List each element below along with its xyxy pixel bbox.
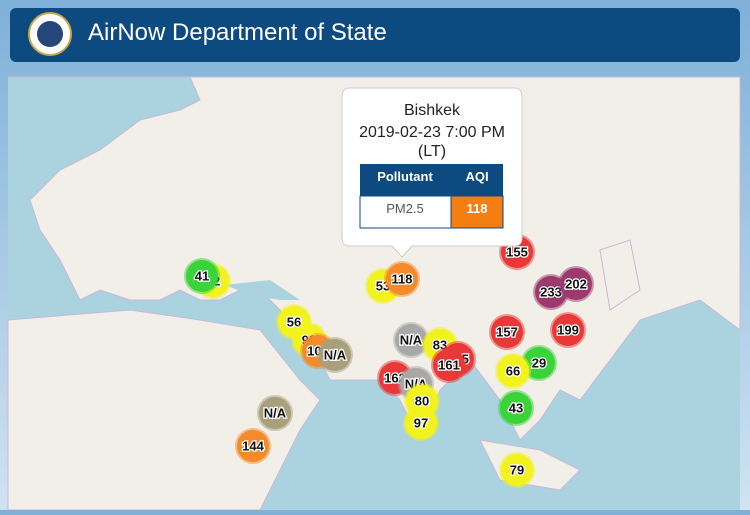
aqi-marker[interactable] <box>403 405 439 441</box>
marker-label: 118 <box>392 271 413 286</box>
seal-center <box>37 21 63 47</box>
header-title: AirNow Department of State <box>88 19 387 46</box>
aqi-marker[interactable] <box>489 314 525 350</box>
marker-label: 97 <box>414 415 428 430</box>
aqi-marker[interactable] <box>495 353 531 389</box>
aqi-marker[interactable] <box>431 347 467 383</box>
marker-label: N/A <box>400 332 423 347</box>
aqi-marker[interactable] <box>498 390 534 426</box>
aqi-cell <box>450 195 504 229</box>
marker-label: 199 <box>557 322 579 337</box>
marker-label: 29 <box>532 355 546 370</box>
aqi-marker[interactable] <box>257 395 293 431</box>
marker-label: 79 <box>510 462 524 477</box>
popup-city: Bishkek <box>404 102 461 119</box>
aqi-marker[interactable] <box>317 337 353 373</box>
table-header <box>360 164 503 196</box>
marker-label: 41 <box>195 268 209 283</box>
marker-label: 233 <box>540 284 562 299</box>
col-header: AQI <box>465 169 488 184</box>
marker-label: N/A <box>324 347 347 362</box>
aqi-marker[interactable] <box>550 312 586 348</box>
aqi-marker[interactable] <box>384 261 420 297</box>
header-bar <box>10 8 740 62</box>
popup-datetime: 2019-02-23 7:00 PM (LT) <box>359 124 505 160</box>
land-japan <box>599 239 641 311</box>
pollutant: PM2.5 <box>386 201 424 216</box>
marker-label: 161 <box>438 357 460 372</box>
markers: 32415698108N/A53118155233202199157296643… <box>184 234 594 488</box>
marker-label: 43 <box>509 400 523 415</box>
marker-label: 202 <box>565 276 587 291</box>
popup-date-box: 2019-02-23 7:00 PM (LT) <box>359 124 505 160</box>
aqi-marker[interactable] <box>558 266 594 302</box>
marker-label: 144 <box>242 438 264 453</box>
col-header: Pollutant <box>377 169 433 184</box>
marker-label: N/A <box>264 405 287 420</box>
black-sea <box>225 280 300 300</box>
popup: Bishkek 2019-02-23 7:00 PM (LT) Pollutan… <box>341 87 523 258</box>
aqi-marker[interactable] <box>499 452 535 488</box>
cell <box>359 195 452 229</box>
marker-label: 66 <box>506 363 520 378</box>
aqi-marker[interactable] <box>235 428 271 464</box>
aqi: 118 <box>467 201 488 216</box>
marker-label: 155 <box>506 244 528 259</box>
aqi-marker[interactable] <box>184 258 220 294</box>
marker-label: 157 <box>496 324 518 339</box>
